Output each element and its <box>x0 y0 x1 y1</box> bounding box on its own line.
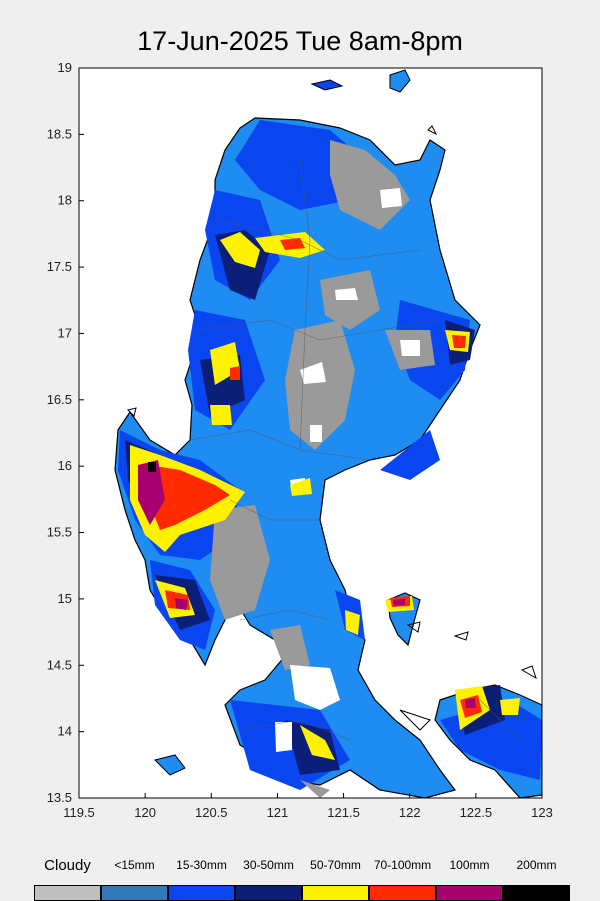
y-tick-label: 16 <box>58 458 72 473</box>
cloudy-zones <box>210 140 435 798</box>
legend-swatch <box>503 885 570 901</box>
legend-label: 50-70mm <box>310 858 361 872</box>
legend-label: 30-50mm <box>243 858 294 872</box>
x-tick-label: 122.5 <box>460 805 493 820</box>
legend-swatch <box>101 885 168 901</box>
x-tick-label: 121.5 <box>327 805 360 820</box>
x-tick-label: 122 <box>399 805 421 820</box>
y-tick-label: 17.5 <box>47 259 72 274</box>
legend-label: 70-100mm <box>373 858 432 872</box>
y-tick-label: 17 <box>58 325 72 340</box>
legend-swatch <box>235 885 302 901</box>
y-axis: 19 18.5 18 17.5 17 16.5 16 15.5 15 14.5 14 13.5 <box>47 60 84 805</box>
legend-label: 100mm <box>449 858 490 872</box>
y-tick-label: 16.5 <box>47 392 72 407</box>
legend-label: 15-30mm <box>176 858 227 872</box>
map-title: 17-Jun-2025 Tue 8am-8pm <box>137 26 463 56</box>
legend-label: 200mm <box>516 858 557 872</box>
map-layer <box>114 69 542 798</box>
babuyan-island-2 <box>310 79 344 91</box>
province-boundaries <box>189 159 521 741</box>
x-tick-label: 120 <box>134 805 156 820</box>
y-tick-label: 14.5 <box>47 657 72 672</box>
legend-label: Cloudy <box>44 857 91 874</box>
y-tick-label: 14 <box>58 724 72 739</box>
y-tick-label: 19 <box>58 60 72 75</box>
rain-100mm-zones <box>138 460 476 708</box>
small-island-sw <box>154 754 186 776</box>
x-tick-label: 119.5 <box>63 805 95 820</box>
plot-frame <box>78 67 543 799</box>
legend-label: <15mm <box>114 858 155 872</box>
x-axis: 119.5 120 120.5 121 121.5 122 122.5 123 <box>63 793 553 820</box>
legend-swatch <box>436 885 503 901</box>
legend-swatch <box>168 885 235 901</box>
legend-swatch <box>34 885 101 901</box>
y-tick-label: 15 <box>58 591 72 606</box>
x-tick-label: 123 <box>531 805 553 820</box>
legend-swatch <box>302 885 369 901</box>
legend-swatch <box>369 885 436 901</box>
rain-200mm-zones <box>148 462 156 472</box>
y-tick-label: 15.5 <box>47 525 72 540</box>
y-tick-label: 18.5 <box>47 126 72 141</box>
x-tick-label: 120.5 <box>195 805 228 820</box>
y-tick-label: 18 <box>58 193 72 208</box>
small-islets <box>127 125 537 731</box>
x-tick-label: 121 <box>267 805 289 820</box>
babuyan-island-1 <box>389 69 411 93</box>
y-tick-label: 13.5 <box>47 790 72 805</box>
